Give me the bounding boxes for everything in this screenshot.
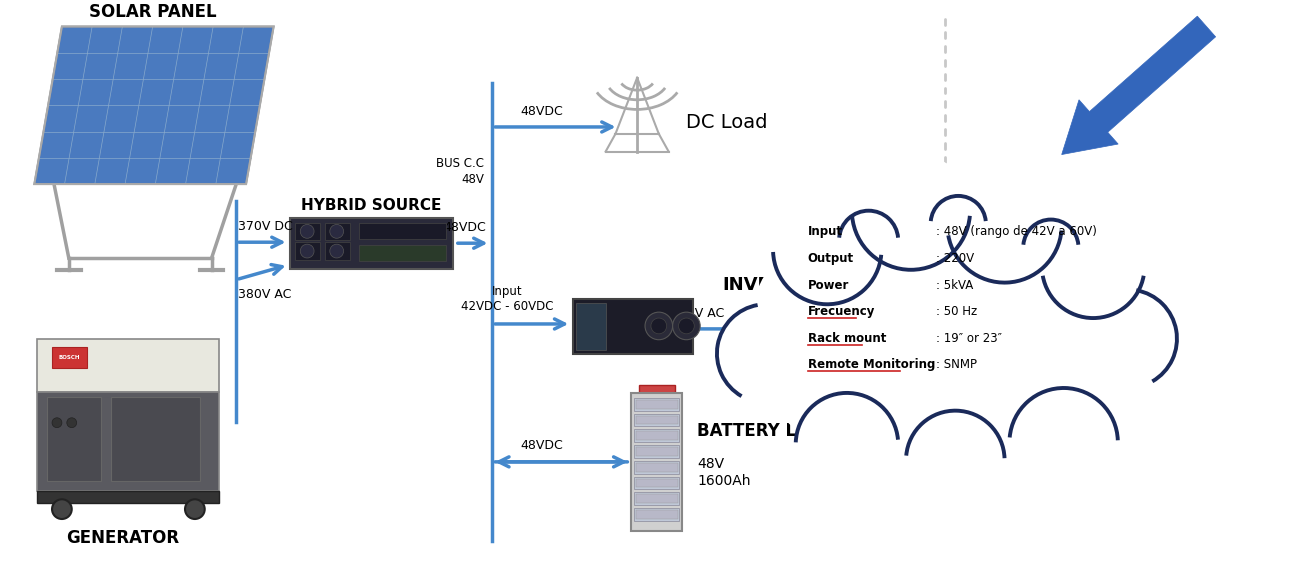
Text: 220V supply to heater and
generator battery maintainer: 220V supply to heater and generator batt… xyxy=(758,347,941,377)
Bar xyxy=(634,398,680,411)
Text: DC Load: DC Load xyxy=(687,112,768,132)
Text: INVERTER: INVERTER xyxy=(723,277,821,294)
Text: 48VDC: 48VDC xyxy=(443,221,486,235)
Bar xyxy=(325,242,349,260)
Circle shape xyxy=(52,500,71,519)
Polygon shape xyxy=(1062,16,1215,154)
Text: Power: Power xyxy=(808,278,850,292)
Text: : 50 Hz: : 50 Hz xyxy=(936,305,976,318)
Bar xyxy=(37,491,220,503)
Text: : SNMP: : SNMP xyxy=(936,359,976,371)
Bar xyxy=(636,463,678,472)
Bar xyxy=(634,414,680,426)
Bar xyxy=(636,400,678,409)
Bar xyxy=(636,510,678,519)
Text: Remote Monitoring: Remote Monitoring xyxy=(808,359,935,371)
Bar xyxy=(37,392,220,491)
Text: GENERATOR: GENERATOR xyxy=(66,529,180,547)
Bar xyxy=(634,477,680,490)
Text: Rack mount: Rack mount xyxy=(808,332,886,345)
Polygon shape xyxy=(35,26,274,184)
Text: BATTERY LITHIUM: BATTERY LITHIUM xyxy=(697,422,864,441)
Text: BUS C.C
48V: BUS C.C 48V xyxy=(437,157,485,186)
Text: 220V AC: 220V AC xyxy=(671,307,724,320)
Circle shape xyxy=(1010,388,1118,496)
Text: BOSCH: BOSCH xyxy=(58,355,80,360)
Ellipse shape xyxy=(749,186,1143,481)
Text: 48VDC: 48VDC xyxy=(520,105,562,118)
Bar xyxy=(52,347,87,369)
Text: : 220V: : 220V xyxy=(936,252,974,265)
Circle shape xyxy=(679,318,694,334)
Text: 48VDC: 48VDC xyxy=(520,439,562,452)
Bar xyxy=(639,385,675,395)
Bar xyxy=(37,339,220,392)
Bar xyxy=(111,397,200,481)
Text: 370V DC: 370V DC xyxy=(238,221,294,233)
Circle shape xyxy=(1078,290,1177,388)
Bar xyxy=(634,429,680,442)
Circle shape xyxy=(67,418,76,428)
Bar xyxy=(636,447,678,456)
Circle shape xyxy=(300,244,314,258)
Text: 1600Ah: 1600Ah xyxy=(697,474,751,488)
Bar xyxy=(634,493,680,505)
Text: Output: Output xyxy=(808,252,853,265)
Text: 380V AC: 380V AC xyxy=(238,287,292,301)
Bar xyxy=(295,222,319,240)
Circle shape xyxy=(185,500,204,519)
Circle shape xyxy=(716,304,816,402)
Text: Input: Input xyxy=(808,225,843,239)
Circle shape xyxy=(300,225,314,238)
Bar xyxy=(636,479,678,487)
Text: Input
42VDC - 60VDC: Input 42VDC - 60VDC xyxy=(460,285,553,314)
Circle shape xyxy=(650,318,667,334)
Bar xyxy=(634,508,680,521)
Text: : 5kVA: : 5kVA xyxy=(936,278,972,292)
Bar xyxy=(325,222,349,240)
Bar xyxy=(577,303,605,350)
Bar xyxy=(47,397,101,481)
Bar xyxy=(636,431,678,440)
Bar xyxy=(634,445,680,458)
Text: SOLAR PANEL: SOLAR PANEL xyxy=(89,2,216,20)
Circle shape xyxy=(52,418,62,428)
Bar xyxy=(295,242,319,260)
Bar xyxy=(359,223,446,239)
Circle shape xyxy=(645,312,672,340)
Circle shape xyxy=(330,244,344,258)
Circle shape xyxy=(330,225,344,238)
Text: HYBRID SOURCE: HYBRID SOURCE xyxy=(301,198,441,213)
Text: 48V: 48V xyxy=(697,457,724,471)
Bar xyxy=(291,218,453,269)
Circle shape xyxy=(773,196,882,304)
Text: : 48V (rango de 42V a 60V): : 48V (rango de 42V a 60V) xyxy=(936,225,1096,239)
Circle shape xyxy=(672,312,701,340)
Text: : 19″ or 23″: : 19″ or 23″ xyxy=(936,332,1002,345)
Bar xyxy=(631,393,683,531)
Bar xyxy=(636,415,678,425)
Circle shape xyxy=(852,152,970,270)
Circle shape xyxy=(906,411,1005,509)
Circle shape xyxy=(948,168,1062,283)
Bar xyxy=(634,461,680,474)
Circle shape xyxy=(1042,216,1144,318)
Circle shape xyxy=(795,393,899,495)
Text: Frecuency: Frecuency xyxy=(808,305,875,318)
Bar xyxy=(636,494,678,503)
Bar xyxy=(573,300,693,353)
Bar xyxy=(359,245,446,261)
